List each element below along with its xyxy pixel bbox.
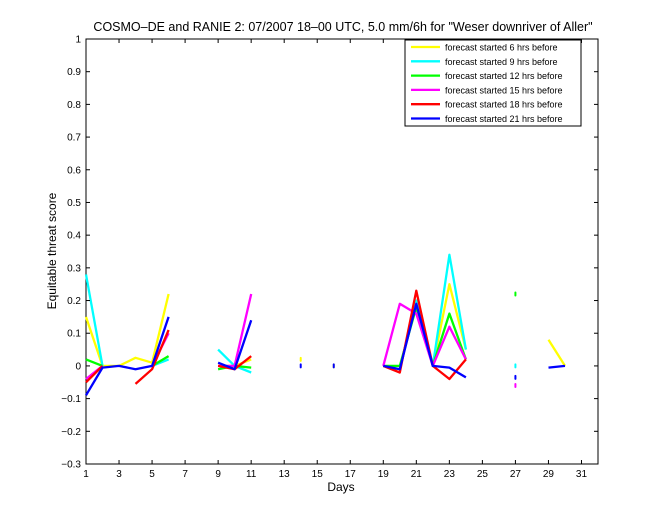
x-tick-label: 23 <box>444 469 456 480</box>
series-5 <box>85 289 467 385</box>
x-tick-label: 17 <box>345 469 357 480</box>
x-tick-label: 3 <box>116 469 122 480</box>
x-tick-label: 31 <box>576 469 588 480</box>
series-line <box>547 339 566 367</box>
y-tick-label: 0.8 <box>67 100 81 111</box>
y-tick-label: −0.1 <box>61 394 81 405</box>
x-axis-label: Days <box>327 480 354 494</box>
y-tick-label: −0.2 <box>61 427 81 438</box>
y-tick-label: 0 <box>75 361 81 372</box>
x-tick-label: 9 <box>215 469 221 480</box>
series-line <box>382 302 467 368</box>
legend-label: forecast started 12 hrs before <box>445 71 563 81</box>
y-tick-label: 0.1 <box>67 329 81 340</box>
y-tick-label: 1 <box>75 35 81 46</box>
legend-label: forecast started 6 hrs before <box>445 43 558 53</box>
series-layer <box>84 253 566 396</box>
series-6 <box>85 302 566 396</box>
series-line <box>84 274 104 367</box>
x-tick-label: 15 <box>312 469 324 480</box>
series-line <box>85 358 103 367</box>
x-tick-label: 1 <box>83 469 89 480</box>
y-tick-label: 0.4 <box>67 231 81 242</box>
series-line <box>382 289 467 381</box>
legend-box <box>404 39 582 127</box>
legend-label: forecast started 21 hrs before <box>445 114 563 124</box>
y-tick-label: 0.7 <box>67 133 81 144</box>
legend-label: forecast started 9 hrs before <box>445 57 558 67</box>
series-line <box>85 365 104 384</box>
legend-label: forecast started 15 hrs before <box>445 85 563 95</box>
x-tick-label: 29 <box>543 469 555 480</box>
x-tick-label: 19 <box>378 469 390 480</box>
y-tick-label: 0.3 <box>67 263 81 274</box>
tick-layer: 1 3 5 7 9 11 13 15 17 19 21 23 25 27 29 31−0.3−0.2−0.10… <box>61 35 598 480</box>
series-line <box>84 293 170 368</box>
chart-title: COSMO–DE and RANIE 2: 07/2007 18–00 UTC,… <box>93 20 592 34</box>
legend: forecast started 6 hrs before forecast st… <box>404 39 582 127</box>
series-line <box>383 302 467 379</box>
legend-items: forecast started 6 hrs before forecast st… <box>411 43 563 124</box>
series-line <box>548 364 566 369</box>
x-tick-label: 27 <box>510 469 522 480</box>
x-tick-label: 11 <box>246 469 257 480</box>
x-tick-label: 7 <box>182 469 188 480</box>
series-line <box>134 329 170 385</box>
y-tick-label: 0.5 <box>67 198 81 209</box>
y-axis-label: Equitable threat score <box>45 192 59 309</box>
x-tick-label: 5 <box>149 469 155 480</box>
y-tick-label: 0.2 <box>67 296 81 307</box>
series-line <box>85 316 170 396</box>
y-tick-label: −0.3 <box>61 460 81 471</box>
x-tick-label: 25 <box>477 469 489 480</box>
x-tick-label: 13 <box>279 469 291 480</box>
legend-label: forecast started 18 hrs before <box>445 100 563 110</box>
x-tick-label: 21 <box>411 469 423 480</box>
series-line <box>217 319 253 371</box>
y-tick-label: 0.6 <box>67 165 81 176</box>
y-tick-label: 0.9 <box>67 67 81 78</box>
